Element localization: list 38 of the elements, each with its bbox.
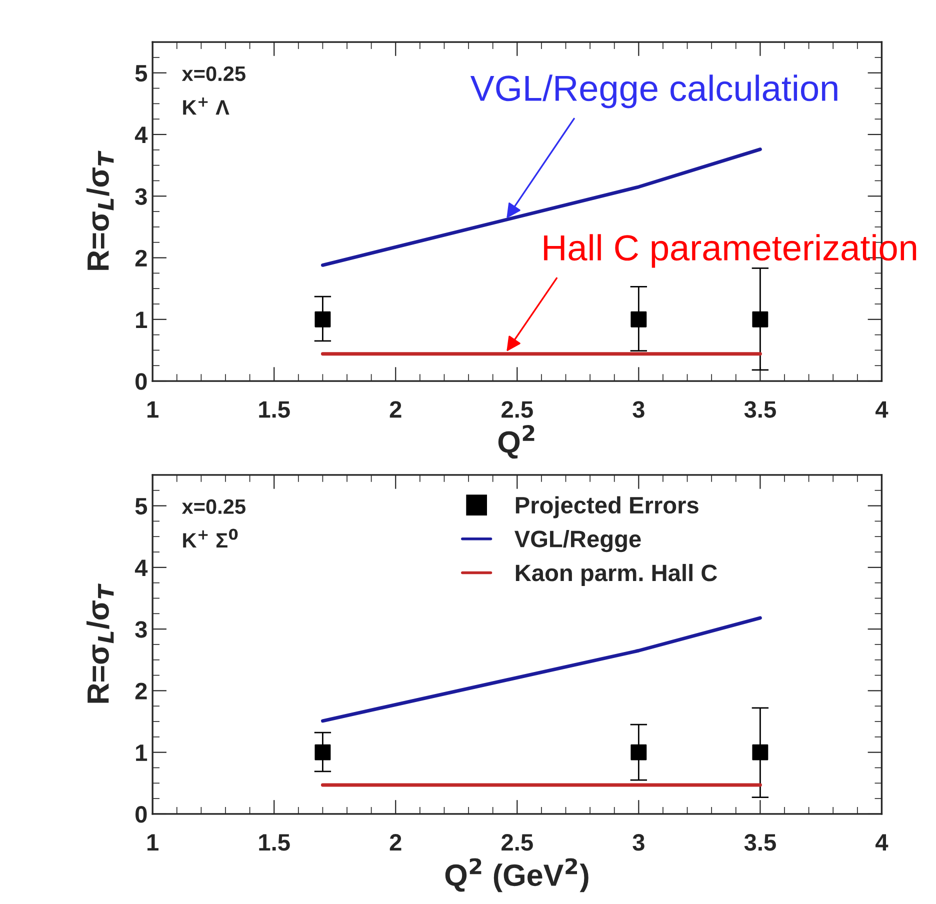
legend-label: Projected Errors bbox=[516, 496, 698, 518]
x-tick-label: 2 bbox=[390, 401, 402, 418]
x-tick-label: 1.5 bbox=[259, 401, 290, 418]
y-tick-label: 1 bbox=[136, 312, 148, 328]
legend-label: Kaon parm. Hall C bbox=[516, 564, 718, 586]
x-tick-label: 1 bbox=[147, 834, 158, 851]
x-tick-label: 3 bbox=[632, 834, 644, 851]
annotation: x=0.25 bbox=[182, 499, 246, 514]
y-tick-label: 4 bbox=[134, 560, 148, 576]
y-tick-label: 2 bbox=[135, 250, 147, 266]
x-tick-label: 1.5 bbox=[259, 834, 290, 851]
y-tick-label: 5 bbox=[135, 65, 148, 82]
y-tick-label: 0 bbox=[136, 373, 147, 390]
x-tick-label: 2.5 bbox=[502, 401, 533, 418]
x-tick-label: 2.5 bbox=[502, 834, 533, 851]
y-tick-label: 1 bbox=[136, 744, 148, 761]
y-axis-title: R=σ$_{L}$/σ$_{T}$ bbox=[86, 150, 114, 270]
x-tick-label: 3.5 bbox=[744, 401, 776, 418]
annotation: K$^{+}$ Σ$^{0}$ bbox=[183, 528, 238, 548]
y-axis-title: R=σ$_{L}$/σ$_{T}$ bbox=[86, 584, 114, 703]
x-tick-label: 1 bbox=[147, 401, 158, 418]
y-tick-label: 2 bbox=[135, 682, 147, 700]
annotation: VGL/Regge calculation bbox=[470, 74, 838, 108]
y-tick-label: 0 bbox=[136, 806, 147, 823]
y-tick-label: 4 bbox=[134, 126, 148, 144]
x-tick-label: 3 bbox=[632, 401, 644, 418]
annotation: x=0.25 bbox=[182, 66, 246, 82]
annotation: K$^{+}$ Λ bbox=[183, 97, 230, 115]
y-tick-label: 3 bbox=[135, 188, 147, 205]
x-axis-title: Q$^{2}$ (GeV$^{2}$) bbox=[445, 858, 588, 892]
y-tick-label: 3 bbox=[135, 621, 147, 638]
x-tick-label: 3.5 bbox=[744, 834, 776, 851]
legend-label: VGL/Regge bbox=[514, 530, 641, 552]
x-axis-title: Q$^{2}$ bbox=[498, 425, 534, 459]
x-tick-label: 4 bbox=[876, 401, 888, 418]
x-tick-label: 2 bbox=[390, 834, 402, 851]
y-tick-label: 5 bbox=[135, 498, 148, 515]
x-tick-label: 4 bbox=[876, 834, 888, 851]
